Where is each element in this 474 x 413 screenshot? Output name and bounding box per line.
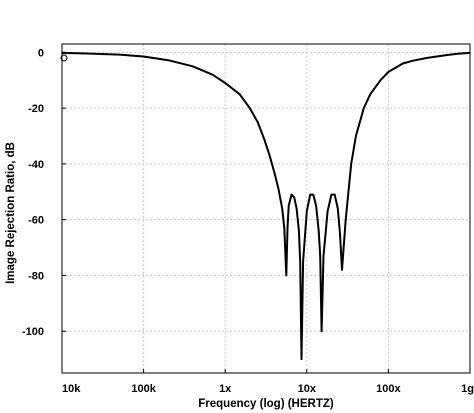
series-point — [412, 59, 414, 62]
x-tick-label: 1x — [219, 383, 232, 395]
series-point — [286, 227, 289, 229]
series-point — [309, 193, 312, 196]
series-point — [355, 135, 357, 137]
series-point — [300, 358, 303, 360]
grid-lines — [62, 44, 470, 373]
series-point — [320, 330, 323, 333]
series-point — [293, 196, 296, 199]
series-point — [85, 52, 88, 55]
series-point — [283, 227, 286, 229]
series-point — [256, 121, 259, 123]
series-point — [298, 230, 300, 232]
x-tick-label: 10k — [62, 383, 81, 395]
series-point — [344, 218, 347, 221]
series-point — [118, 53, 120, 56]
series-point — [337, 207, 339, 210]
series-point — [456, 53, 459, 55]
x-axis-label: Frequency (log) (HERTZ) — [198, 398, 334, 410]
series-point — [306, 210, 308, 213]
series-point — [312, 193, 315, 196]
series-point — [379, 79, 382, 81]
series-point — [211, 73, 214, 76]
series-point — [191, 65, 194, 68]
series-point — [315, 204, 317, 207]
y-tick-label: -40 — [28, 159, 44, 171]
series-point — [273, 171, 276, 174]
series-point — [295, 207, 298, 210]
series-point — [317, 230, 320, 232]
y-tick-label: 0 — [38, 47, 44, 59]
series-point — [387, 71, 390, 73]
series-point — [302, 260, 304, 263]
x-tick-label: 100k — [131, 383, 156, 395]
series-point — [290, 193, 293, 196]
series-line-0 — [61, 51, 471, 361]
plot-frame — [61, 43, 471, 374]
series-point — [277, 188, 280, 190]
y-axis-ticks: 0 -20 -40 -60 -80 -100 — [22, 47, 66, 338]
series-point — [369, 93, 372, 95]
x-tick-label: 1g — [461, 383, 474, 395]
y-axis-label: Image Rejection Ratio, dB — [5, 142, 17, 284]
series-point — [249, 107, 251, 109]
x-tick-label: 10x — [298, 383, 317, 395]
series-point — [167, 59, 169, 61]
y-tick-label: -80 — [28, 270, 44, 282]
y-tick-label: -60 — [28, 215, 44, 227]
series-point — [319, 255, 322, 257]
series-point — [326, 210, 329, 213]
series-point — [330, 193, 333, 196]
series-point — [285, 274, 288, 277]
series-point — [402, 62, 404, 65]
series-point — [142, 55, 145, 58]
x-tick-label: 100x — [376, 383, 401, 395]
series-point — [263, 138, 265, 140]
series-point — [341, 269, 343, 271]
series-point — [444, 54, 447, 56]
series-point — [350, 163, 353, 165]
series-point — [238, 93, 241, 95]
series-point — [339, 232, 341, 235]
series-point — [299, 260, 302, 263]
series-point — [426, 57, 429, 59]
y-tick-label: -20 — [28, 103, 44, 115]
series-point — [287, 204, 290, 207]
start-marker — [60, 54, 68, 62]
x-axis-ticks: 10k 100k 1x 10x 100x 1g — [61, 369, 474, 395]
y-tick-label: -100 — [22, 326, 44, 338]
series-point — [363, 107, 365, 109]
series-point — [224, 82, 226, 84]
series-layer — [61, 51, 471, 361]
series-point — [322, 255, 325, 257]
series-point — [333, 193, 336, 196]
series-point — [281, 207, 284, 210]
series-point — [268, 154, 271, 157]
